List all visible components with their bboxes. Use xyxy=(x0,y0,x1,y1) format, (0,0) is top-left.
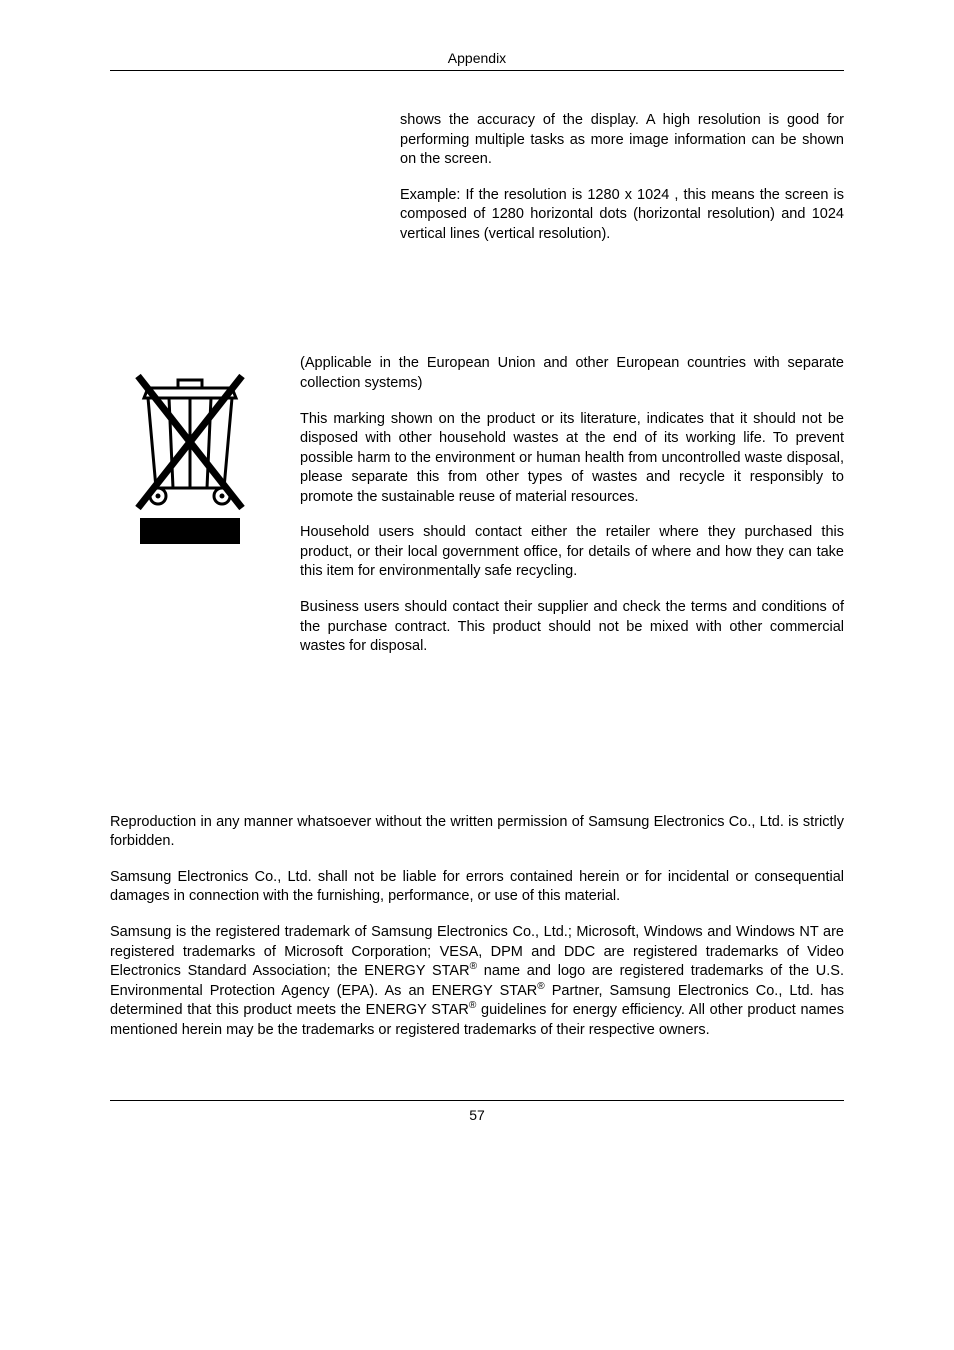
weee-section: (Applicable in the European Union and ot… xyxy=(110,354,844,672)
running-header: Appendix xyxy=(110,50,844,71)
header-label: Appendix xyxy=(448,50,506,66)
legal-section: Reproduction in any manner whatsoever wi… xyxy=(110,813,844,1041)
body-paragraph: Samsung Electronics Co., Ltd. shall not … xyxy=(110,868,844,907)
body-paragraph: Household users should contact either th… xyxy=(300,523,844,582)
weee-bin-icon xyxy=(120,358,260,548)
trademark-paragraph: Samsung is the registered trademark of S… xyxy=(110,923,844,1040)
body-paragraph: (Applicable in the European Union and ot… xyxy=(300,354,844,393)
registered-symbol: ® xyxy=(470,961,477,972)
page-number: 57 xyxy=(469,1107,485,1123)
body-paragraph: This marking shown on the product or its… xyxy=(300,410,844,508)
body-paragraph: Business users should contact their supp… xyxy=(300,598,844,657)
weee-icon-column xyxy=(110,354,290,548)
weee-text-block: (Applicable in the European Union and ot… xyxy=(290,354,844,672)
body-paragraph: Reproduction in any manner whatsoever wi… xyxy=(110,813,844,852)
body-paragraph: Example: If the resolution is 1280 x 102… xyxy=(400,186,844,245)
page-container: Appendix shows the accuracy of the displ… xyxy=(0,0,954,1163)
body-paragraph: shows the accuracy of the display. A hig… xyxy=(400,111,844,170)
resolution-text-block: shows the accuracy of the display. A hig… xyxy=(400,111,844,244)
page-footer: 57 xyxy=(110,1100,844,1123)
registered-symbol: ® xyxy=(537,981,544,992)
